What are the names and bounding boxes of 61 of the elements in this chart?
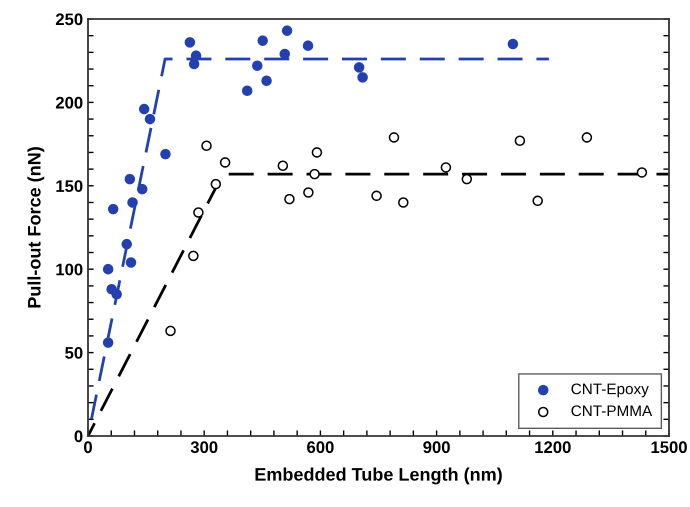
y-tick-label: 250 xyxy=(56,13,82,26)
point xyxy=(284,194,295,204)
point xyxy=(312,147,322,158)
y-tick-label: 100 xyxy=(56,264,82,276)
point xyxy=(188,58,200,70)
y-tick-label: 200 xyxy=(56,96,82,109)
point xyxy=(184,37,196,48)
point xyxy=(165,326,176,336)
y-axis-title: Pull-out Force (nN) xyxy=(27,147,44,308)
legend-label: CNT-PMMA xyxy=(571,405,652,416)
legend-label: CNT-Epoxy xyxy=(571,383,649,398)
point xyxy=(188,250,199,262)
point xyxy=(514,136,526,146)
x-tick-label: 300 xyxy=(190,441,218,454)
point xyxy=(371,190,382,202)
point xyxy=(201,140,212,152)
point xyxy=(108,204,118,214)
point xyxy=(242,85,252,96)
point xyxy=(252,60,263,71)
point xyxy=(282,25,292,36)
point xyxy=(126,257,136,268)
point xyxy=(190,50,202,61)
point xyxy=(121,238,132,250)
point xyxy=(160,148,171,160)
point xyxy=(257,35,268,46)
point xyxy=(357,72,368,83)
x-tick-label: 600 xyxy=(307,441,334,454)
point xyxy=(193,207,204,218)
y-tick-label: 50 xyxy=(65,347,82,359)
point xyxy=(102,337,114,348)
point xyxy=(136,184,148,194)
point xyxy=(138,104,150,114)
point xyxy=(303,187,314,198)
y-tick-label: 150 xyxy=(56,180,82,192)
x-tick-label: 1200 xyxy=(535,441,571,454)
point xyxy=(111,288,122,300)
point xyxy=(508,38,518,50)
point xyxy=(127,197,138,208)
point xyxy=(278,160,288,172)
point xyxy=(210,178,222,190)
x-tick-label: 900 xyxy=(423,441,450,454)
point xyxy=(261,75,272,86)
point xyxy=(388,132,400,143)
point xyxy=(124,174,136,184)
point xyxy=(309,168,320,180)
point xyxy=(582,132,592,143)
point xyxy=(532,196,543,206)
point xyxy=(462,174,472,184)
point xyxy=(302,40,314,51)
point xyxy=(398,197,409,208)
x-tick-label: 0 xyxy=(84,441,92,454)
point xyxy=(280,48,290,60)
y-tick-label: 0 xyxy=(74,430,82,442)
point xyxy=(636,167,648,178)
point xyxy=(354,62,364,73)
x-axis-title: Embedded Tube Length (nm) xyxy=(256,468,502,484)
x-tick-label: 1500 xyxy=(652,441,687,454)
point xyxy=(220,157,230,168)
point xyxy=(102,264,114,274)
point xyxy=(440,162,452,173)
point xyxy=(144,114,156,124)
